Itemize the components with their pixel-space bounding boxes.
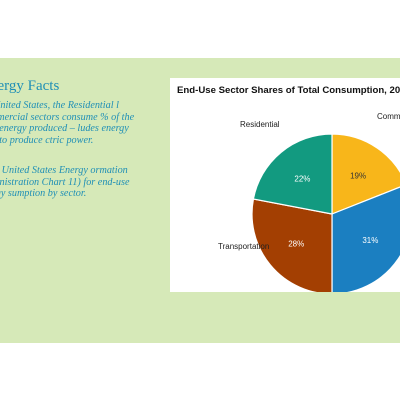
pie-value-label-transportation: 28% [288,240,304,249]
pie-value-label-industrial: 31% [362,236,378,245]
slide-heading: nergy Facts [0,78,60,94]
pie-slice-transportation [251,198,333,292]
pie-category-label-commercial: Comm [377,112,400,121]
chart-title: End-Use Sector Shares of Total Consumpti… [177,85,400,96]
pie-category-label-residential: Residential [240,120,280,129]
pie-slice-residential [252,133,333,215]
slide-paragraph-source: urce: United States Energy ormation Admi… [0,165,130,200]
pie-chart: 19% Comm 31% 28% Transportation 22% Residentia… [218,112,400,292]
slide-paragraph-consumption: the United States, the Residential l Com… [0,100,135,146]
pie-slice-commercial [331,133,400,215]
pie-slice-industrial [331,186,400,292]
slide: nergy Facts the United States, the Resid… [0,58,400,343]
pie-category-label-transportation: Transportation [218,242,269,251]
pie-value-label-commercial: 19% [350,172,366,181]
chart-panel: End-Use Sector Shares of Total Consumpti… [170,78,400,292]
pie-value-label-residential: 22% [294,174,310,183]
